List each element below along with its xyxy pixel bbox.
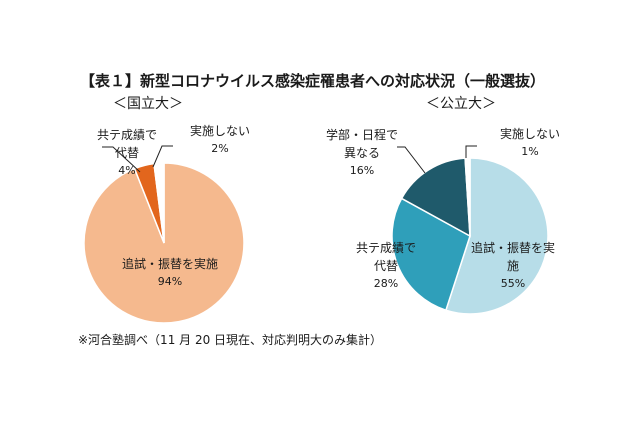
label-national-none: 実施しない 2%	[190, 122, 250, 158]
label-text: 共テ成績で代替	[355, 241, 416, 273]
leader-public-varies	[397, 146, 426, 174]
label-pct: 16%	[349, 164, 375, 177]
label-text: 追試・振替を実施	[470, 241, 555, 273]
public-slice-2	[400, 157, 471, 238]
label-pct: 2%	[211, 142, 229, 155]
chart-title-public: ＜公立大＞	[426, 96, 496, 112]
label-text: 実施しない	[190, 124, 251, 138]
label-public-none: 実施しない 1%	[500, 125, 560, 161]
label-pct: 55%	[500, 277, 526, 290]
leader-public-none	[465, 145, 477, 158]
chart-title-national: ＜国立大＞	[113, 96, 183, 112]
public-slice-0	[444, 157, 549, 315]
label-public-varies: 学部・日程で異なる 16%	[322, 126, 402, 180]
public-slice-1	[391, 197, 471, 312]
label-pct: 94%	[157, 275, 183, 288]
label-text: 追試・振替を実施	[121, 257, 218, 271]
pie-national	[83, 145, 245, 324]
label-pct: 4%	[118, 164, 136, 177]
label-pct: 28%	[373, 277, 399, 290]
label-public-retest: 追試・振替を実施 55%	[468, 239, 558, 293]
label-text: 共テ成績で代替	[97, 128, 158, 160]
label-text: 実施しない	[500, 127, 561, 141]
label-national-substitute: 共テ成績で代替 4%	[82, 126, 172, 180]
pie-public	[391, 145, 549, 315]
label-text: 学部・日程で異なる	[325, 128, 398, 160]
label-pct: 1%	[521, 145, 539, 158]
leader-national-none	[152, 145, 173, 168]
page-title: 【表１】新型コロナウイルス感染症罹患者への対応状況（一般選抜）	[80, 72, 546, 90]
leader-national-substitute	[102, 146, 141, 173]
label-public-substitute: 共テ成績で代替 28%	[346, 239, 426, 293]
public-slice-3	[464, 157, 471, 237]
label-national-retest: 追試・振替を実施 94%	[115, 255, 225, 291]
source-note: ※河合塾調べ（11 月 20 日現在、対応判明大のみ集計）	[78, 333, 383, 347]
